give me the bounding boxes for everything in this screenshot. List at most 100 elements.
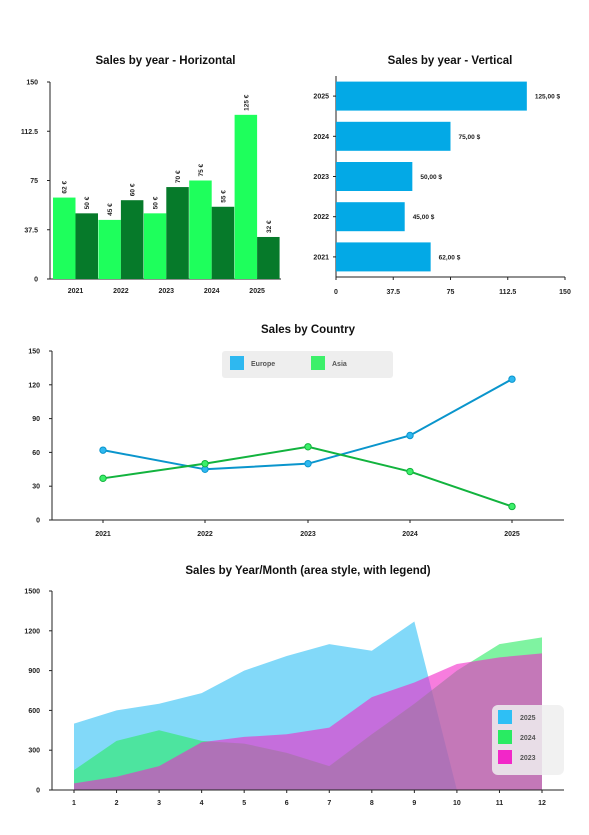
legend-label: Asia [332, 361, 347, 368]
legend-label: 2024 [520, 735, 536, 742]
chart-sales-by-country: Sales by Country 0 30 60 90 120 150 2021 2022 202… [28, 324, 564, 538]
area-series-2023 [74, 653, 542, 790]
data-label: 75 € [198, 163, 205, 176]
y-tick-label: 90 [32, 416, 40, 423]
data-label: 50 € [153, 196, 160, 209]
data-label: 32 € [266, 220, 273, 233]
chart-title: Sales by Country [261, 324, 356, 336]
y-tick-label: 60 [32, 450, 40, 457]
data-point [99, 474, 107, 483]
legend-swatch [498, 750, 512, 764]
x-tick-label: 3 [157, 800, 161, 807]
data-point [304, 443, 312, 451]
bar [143, 213, 167, 279]
x-tick-label: 2022 [113, 288, 129, 295]
x-tick-label: 2023 [159, 288, 175, 295]
data-label: 55 € [220, 190, 227, 203]
y-tick-label: 112.5 [21, 129, 38, 136]
x-tick-label: 1 [72, 800, 76, 807]
legend-swatch [498, 710, 512, 724]
data-label: 62 € [62, 181, 69, 194]
bar [98, 219, 121, 279]
data-label: 70 € [175, 170, 182, 183]
data-point [406, 431, 414, 440]
legend-label: 2023 [520, 755, 536, 762]
y-tick-label: 2021 [313, 254, 329, 261]
bar [53, 197, 76, 279]
x-tick-label: 112.5 [499, 289, 516, 296]
y-tick-label: 900 [28, 668, 40, 675]
data-label: 45,00 $ [413, 214, 435, 221]
chart-sales-by-year-horizontal: Sales by year - Horizontal 0 37.5 75 112.5 15… [21, 55, 281, 295]
x-tick-label: 6 [285, 800, 289, 807]
y-tick-label: 1500 [24, 589, 40, 596]
y-tick-label: 150 [28, 349, 40, 356]
legend-box [222, 351, 393, 378]
legend-swatch [230, 356, 244, 370]
bar [336, 162, 413, 191]
bar [189, 180, 212, 279]
series-line-asia [102, 445, 513, 508]
y-tick-label: 0 [36, 788, 40, 795]
x-tick-label: 4 [200, 800, 204, 807]
data-point [201, 459, 209, 468]
y-tick-label: 2023 [313, 174, 329, 181]
y-tick-label: 2025 [313, 94, 329, 101]
data-label: 60 € [130, 183, 137, 196]
y-tick-label: 1200 [24, 628, 40, 635]
bar [75, 213, 98, 279]
x-tick-label: 150 [559, 289, 571, 296]
y-tick-label: 75 [30, 178, 38, 185]
x-tick-label: 0 [334, 289, 338, 296]
data-label: 50,00 $ [420, 174, 442, 181]
bar [336, 81, 527, 111]
y-tick-label: 37.5 [24, 227, 38, 234]
x-tick-label: 2 [115, 800, 119, 807]
bar [234, 114, 258, 279]
y-tick-label: 150 [26, 80, 38, 87]
data-point [406, 467, 414, 476]
x-tick-label: 2025 [504, 531, 520, 538]
chart-title: Sales by year - Horizontal [96, 55, 236, 67]
data-label: 50 € [84, 196, 91, 209]
x-tick-label: 5 [242, 800, 246, 807]
data-label: 62,00 $ [439, 254, 461, 261]
data-point [508, 502, 516, 511]
bar [336, 202, 405, 232]
x-tick-label: 2024 [204, 288, 220, 295]
y-tick-label: 600 [28, 708, 40, 715]
x-tick-label: 12 [538, 800, 546, 807]
chart-sales-by-year-month: Sales by Year/Month (area style, with le… [24, 565, 564, 807]
bar [336, 242, 431, 272]
bar [257, 236, 280, 279]
bar [211, 206, 235, 279]
data-label: 125 € [243, 94, 250, 111]
bar [120, 200, 144, 279]
chart-sales-by-year-vertical: Sales by year - Vertical 0 37.5 75 112.5 150 6… [313, 55, 571, 296]
data-point [304, 459, 312, 468]
data-point [508, 375, 516, 383]
x-tick-label: 7 [327, 800, 331, 807]
y-tick-label: 30 [32, 484, 40, 491]
x-tick-label: 2021 [68, 288, 84, 295]
x-tick-label: 2025 [249, 288, 265, 295]
data-point [99, 446, 107, 454]
bar [336, 121, 451, 151]
data-label: 125,00 $ [535, 94, 561, 101]
y-tick-label: 0 [36, 518, 40, 525]
chart-title: Sales by year - Vertical [388, 55, 513, 67]
bar [166, 187, 189, 279]
y-tick-label: 300 [28, 748, 40, 755]
y-tick-label: 2024 [313, 134, 329, 141]
x-tick-label: 75 [447, 289, 455, 296]
x-tick-label: 2023 [300, 531, 316, 538]
x-tick-label: 2021 [95, 531, 111, 538]
x-tick-label: 8 [370, 800, 374, 807]
x-tick-label: 10 [453, 800, 461, 807]
data-label: 45 € [107, 203, 114, 216]
data-label: 75,00 $ [459, 134, 481, 141]
x-tick-label: 9 [412, 800, 416, 807]
x-tick-label: 2022 [197, 531, 213, 538]
x-tick-label: 2024 [402, 531, 418, 538]
